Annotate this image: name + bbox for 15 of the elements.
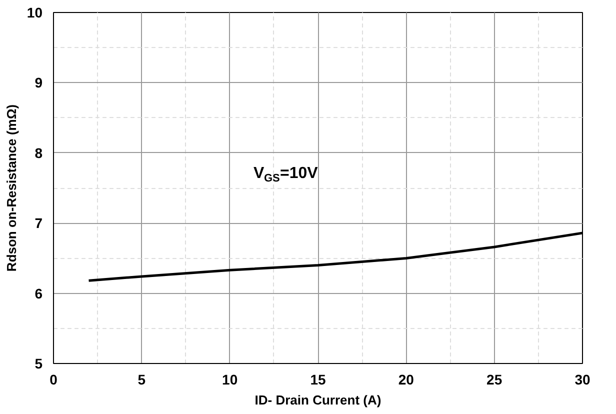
- x-tick-label: 30: [574, 372, 590, 388]
- y-tick-label: 6: [34, 285, 43, 302]
- x-axis-title: ID- Drain Current (A): [254, 392, 382, 408]
- x-tick-label: 20: [398, 372, 414, 388]
- y-axis-title: Rdson on-Resistance (mΩ): [4, 104, 19, 272]
- y-tick-label: 7: [34, 215, 43, 232]
- x-tick-label: 10: [222, 372, 238, 388]
- x-tick-label: 5: [138, 372, 146, 388]
- y-tick-label: 10: [26, 4, 43, 20]
- y-tick-label: 5: [34, 356, 43, 372]
- x-tick-label: 25: [486, 372, 502, 388]
- x-tick-label: 15: [310, 372, 326, 388]
- y-tick-label: 8: [34, 144, 43, 161]
- x-tick-label: 0: [50, 372, 58, 388]
- y-tick-label: 9: [34, 74, 43, 91]
